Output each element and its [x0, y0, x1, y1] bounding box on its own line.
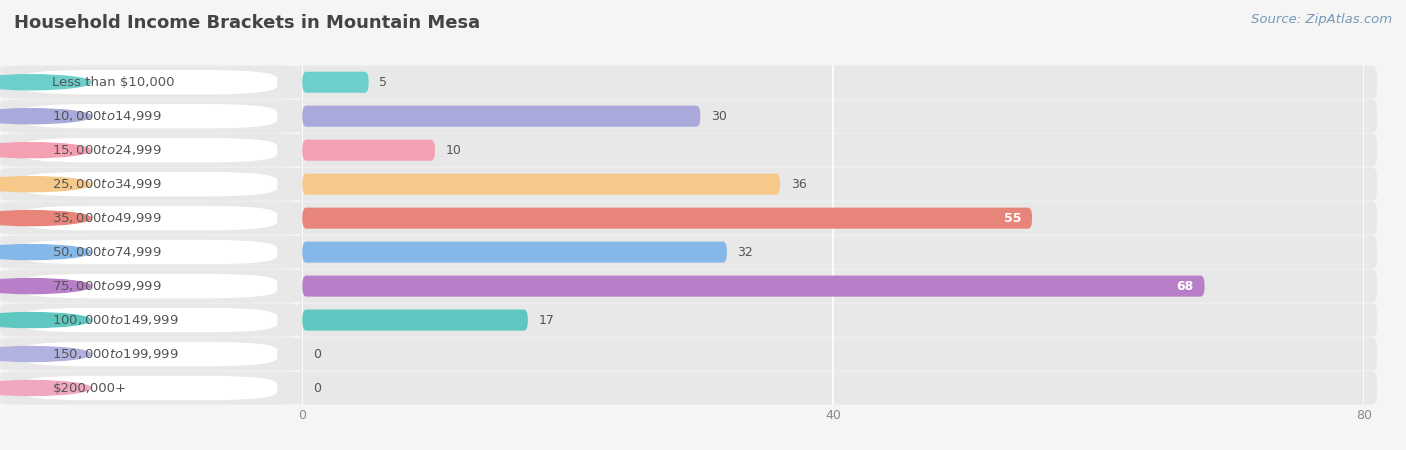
FancyBboxPatch shape — [0, 66, 302, 99]
FancyBboxPatch shape — [20, 206, 277, 230]
Circle shape — [0, 143, 91, 158]
Text: Household Income Brackets in Mountain Mesa: Household Income Brackets in Mountain Me… — [14, 14, 481, 32]
Text: 0: 0 — [314, 382, 321, 395]
Circle shape — [0, 109, 91, 124]
FancyBboxPatch shape — [0, 235, 302, 269]
FancyBboxPatch shape — [295, 202, 1376, 235]
Text: $200,000+: $200,000+ — [52, 382, 127, 395]
FancyBboxPatch shape — [302, 106, 700, 127]
FancyBboxPatch shape — [20, 274, 277, 298]
FancyBboxPatch shape — [20, 240, 277, 264]
FancyBboxPatch shape — [0, 202, 302, 235]
FancyBboxPatch shape — [20, 138, 277, 162]
Circle shape — [0, 346, 91, 361]
FancyBboxPatch shape — [295, 134, 1376, 167]
FancyBboxPatch shape — [302, 242, 727, 263]
FancyBboxPatch shape — [302, 72, 368, 93]
Text: $50,000 to $74,999: $50,000 to $74,999 — [52, 245, 162, 259]
FancyBboxPatch shape — [0, 303, 302, 337]
Text: Source: ZipAtlas.com: Source: ZipAtlas.com — [1251, 14, 1392, 27]
FancyBboxPatch shape — [0, 338, 302, 371]
FancyBboxPatch shape — [302, 275, 1205, 297]
Text: 10: 10 — [446, 144, 461, 157]
FancyBboxPatch shape — [20, 104, 277, 128]
Text: 17: 17 — [538, 314, 554, 327]
Circle shape — [0, 279, 91, 293]
Circle shape — [0, 381, 91, 396]
FancyBboxPatch shape — [295, 235, 1376, 269]
Text: $35,000 to $49,999: $35,000 to $49,999 — [52, 211, 162, 225]
FancyBboxPatch shape — [295, 303, 1376, 337]
Text: $75,000 to $99,999: $75,000 to $99,999 — [52, 279, 162, 293]
FancyBboxPatch shape — [295, 99, 1376, 133]
Text: 36: 36 — [790, 178, 807, 191]
Circle shape — [0, 313, 91, 328]
FancyBboxPatch shape — [20, 342, 277, 366]
FancyBboxPatch shape — [0, 167, 302, 201]
Circle shape — [0, 75, 91, 90]
FancyBboxPatch shape — [302, 140, 434, 161]
FancyBboxPatch shape — [0, 270, 302, 303]
Text: 55: 55 — [1004, 212, 1022, 225]
FancyBboxPatch shape — [302, 310, 527, 331]
FancyBboxPatch shape — [295, 167, 1376, 201]
FancyBboxPatch shape — [295, 66, 1376, 99]
FancyBboxPatch shape — [295, 338, 1376, 371]
Text: 32: 32 — [738, 246, 754, 259]
Circle shape — [0, 211, 91, 225]
Text: $150,000 to $199,999: $150,000 to $199,999 — [52, 347, 179, 361]
Circle shape — [0, 177, 91, 192]
FancyBboxPatch shape — [0, 99, 302, 133]
Text: 0: 0 — [314, 347, 321, 360]
FancyBboxPatch shape — [295, 270, 1376, 303]
Text: $10,000 to $14,999: $10,000 to $14,999 — [52, 109, 162, 123]
Text: 5: 5 — [380, 76, 387, 89]
Text: $15,000 to $24,999: $15,000 to $24,999 — [52, 143, 162, 157]
FancyBboxPatch shape — [302, 207, 1032, 229]
FancyBboxPatch shape — [20, 308, 277, 332]
FancyBboxPatch shape — [295, 371, 1376, 405]
FancyBboxPatch shape — [20, 70, 277, 94]
Circle shape — [0, 245, 91, 260]
FancyBboxPatch shape — [20, 172, 277, 196]
FancyBboxPatch shape — [20, 376, 277, 400]
Text: 30: 30 — [711, 110, 727, 123]
Text: $100,000 to $149,999: $100,000 to $149,999 — [52, 313, 179, 327]
FancyBboxPatch shape — [302, 174, 780, 195]
Text: 68: 68 — [1177, 279, 1194, 292]
FancyBboxPatch shape — [0, 134, 302, 167]
Text: Less than $10,000: Less than $10,000 — [52, 76, 174, 89]
FancyBboxPatch shape — [0, 371, 302, 405]
Text: $25,000 to $34,999: $25,000 to $34,999 — [52, 177, 162, 191]
